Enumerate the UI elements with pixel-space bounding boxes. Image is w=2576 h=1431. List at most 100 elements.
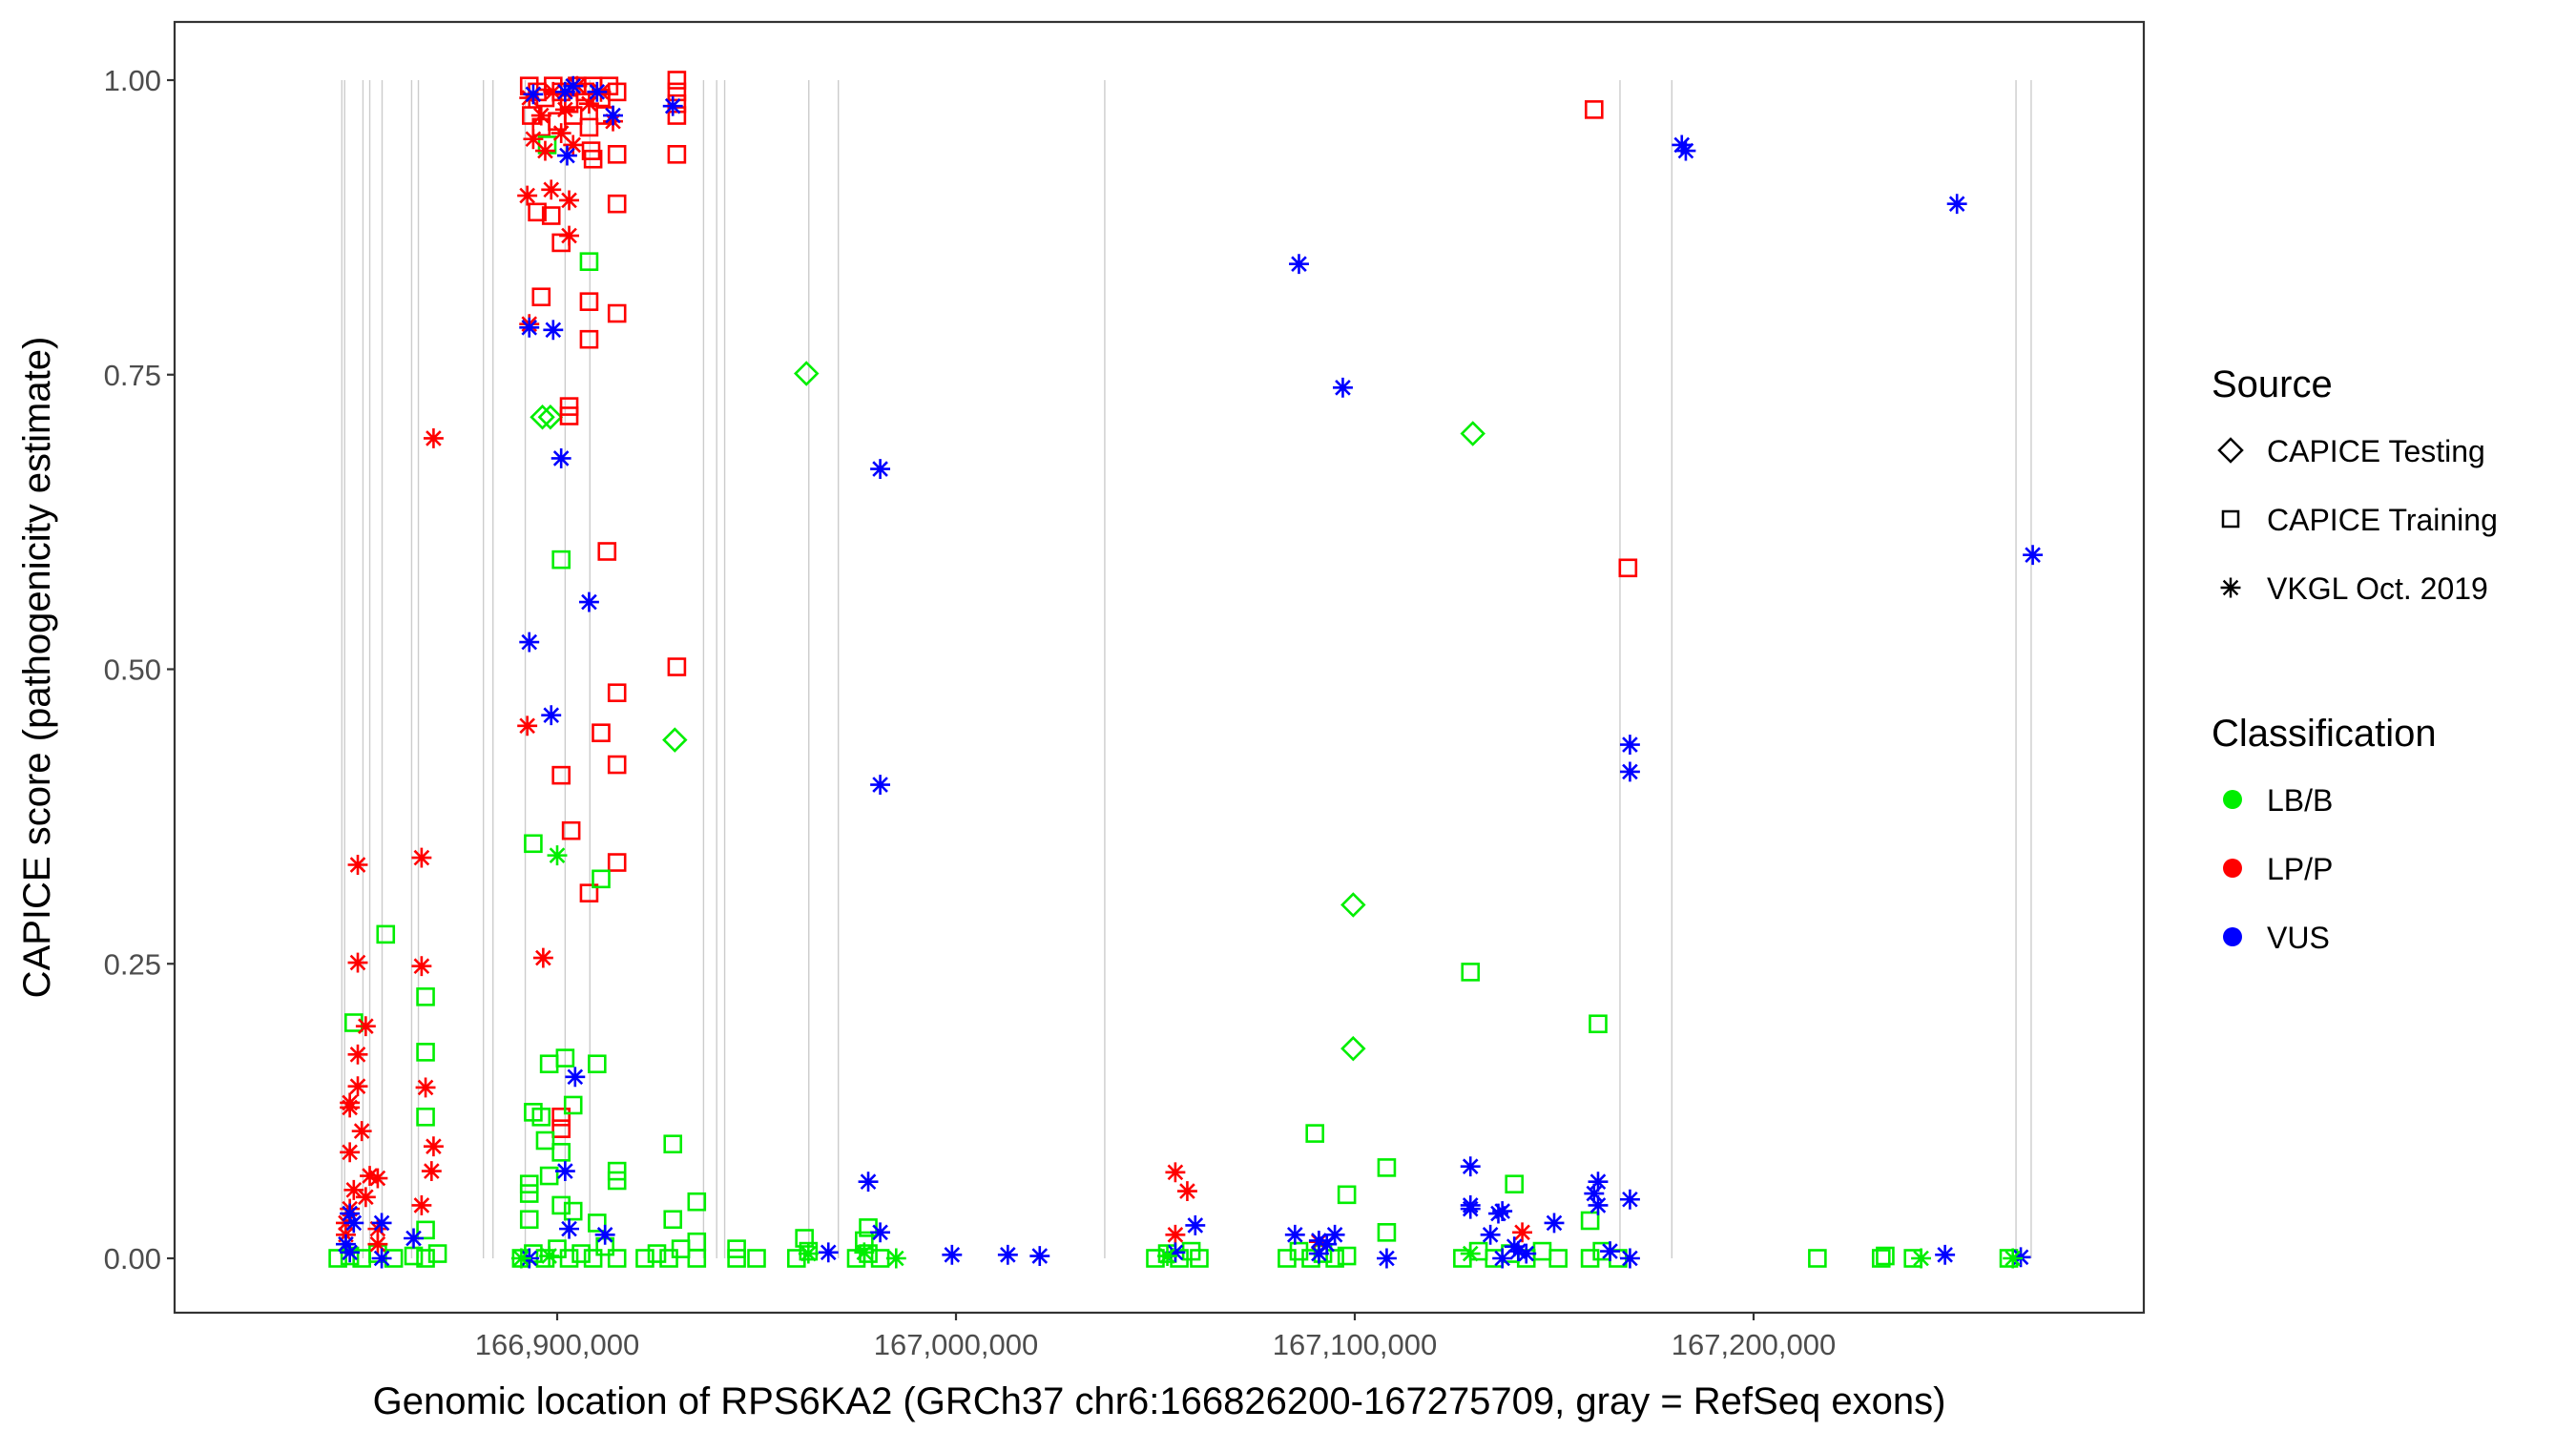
point-asterisk-lpp [554,99,575,120]
point-square-lpp [579,117,599,137]
point-square-lpp [667,93,687,114]
point-square-lbb [592,869,611,889]
point-square-lpp [607,194,627,214]
point-square-lbb [328,1249,347,1268]
legend-title-classification: Classification [2212,713,2437,755]
point-asterisk-lbb [1911,1248,1932,1269]
vus-dot-icon [2223,927,2242,946]
point-square-lpp [583,149,603,169]
point-asterisk-vus [1308,1231,1329,1251]
point-square-lbb [571,1244,591,1263]
point-asterisk-lpp [367,1168,388,1189]
point-asterisk-lbb [2003,1248,2024,1269]
point-asterisk-vus [578,591,599,612]
point-asterisk-vus [1619,1248,1640,1269]
point-square-lbb [1871,1249,1891,1268]
point-asterisk-vus [340,1242,361,1263]
point-square-lpp [667,82,687,102]
point-square-lbb [1589,1014,1608,1034]
point-asterisk-lpp [351,1121,372,1142]
point-square-lbb [551,1143,571,1162]
point-square-lbb [1580,1211,1600,1231]
point-square-lpp [607,853,627,872]
point-square-lpp [592,723,611,742]
point-square-lpp [531,287,551,307]
point-asterisk-vus [404,1228,424,1249]
point-asterisk-vus [554,1161,575,1182]
point-square-lpp [541,206,561,225]
point-square-lpp [579,883,599,902]
lbb-dot-icon [2223,790,2242,809]
point-square-lpp [1618,558,1638,578]
point-diamond-lbb [662,727,688,753]
point-square-lbb [1325,1249,1344,1268]
point-asterisk-vus [1935,1244,1956,1265]
point-asterisk-lpp [343,1179,364,1200]
legend-item-capice-testing: CAPICE Testing [2217,434,2485,468]
point-asterisk-lpp [347,952,368,973]
point-square-lbb [519,1174,539,1193]
point-asterisk-vus [563,75,584,96]
point-asterisk-vus [594,1224,615,1245]
point-asterisk-vus [1284,1224,1305,1245]
point-diamond-lbb [1340,1035,1366,1062]
point-square-lbb [555,1048,575,1068]
point-asterisk-vus [1029,1246,1050,1266]
point-square-lbb [563,1201,583,1221]
point-square-lpp [528,202,547,222]
point-square-lpp [667,71,687,90]
point-asterisk-vus [343,1213,364,1234]
y-axis-title: CAPICE score (pathogenicity estimate) [16,337,58,999]
point-square-lbb [1808,1249,1827,1268]
point-asterisk-vus [1672,135,1693,156]
point-asterisk-lpp [543,81,564,102]
point-asterisk-vus [1584,1183,1605,1204]
point-square-lbb [519,1210,539,1230]
point-asterisk-lpp [421,1161,442,1182]
point-square-lbb [1337,1246,1357,1266]
point-asterisk-lbb [885,1248,906,1269]
point-asterisk-vus [1946,194,1967,215]
point-asterisk-lpp [563,135,584,156]
point-diamond-lbb [794,361,820,386]
point-asterisk-vus [1516,1243,1537,1264]
point-square-lbb [795,1229,814,1248]
point-square-lbb [1505,1174,1524,1193]
point-asterisk-vus [541,705,562,726]
point-square-lpp [551,1119,571,1138]
point-asterisk-vus [818,1242,839,1263]
point-asterisk-vus [1324,1224,1345,1245]
point-square-lpp [551,1108,571,1127]
lpp-dot-icon [2223,859,2242,878]
y-tick-label: 0.50 [104,653,161,687]
point-square-lbb [416,987,435,1006]
point-asterisk-vus [942,1244,963,1265]
point-asterisk-lbb [1460,1243,1481,1264]
point-asterisk-lpp [559,190,579,211]
point-square-lpp [597,542,617,561]
point-asterisk-lpp [367,1234,388,1255]
point-asterisk-lpp [347,1076,368,1097]
point-square-lbb [747,1249,766,1268]
point-asterisk-vus [557,145,577,166]
series-asterisk [336,75,2044,1269]
point-asterisk-lpp [415,1077,436,1098]
point-square-lpp [561,820,581,840]
point-square-lbb [551,550,571,570]
point-square-lbb [587,1054,607,1074]
point-asterisk-vus [587,81,608,102]
point-asterisk-lpp [340,1142,361,1163]
point-asterisk-lpp [411,956,432,977]
point-square-lpp [667,106,687,125]
point-square-lbb [535,1130,555,1151]
point-square-lbb [1305,1124,1324,1143]
point-asterisk-vus [1492,1248,1513,1269]
point-asterisk-lpp [578,93,599,114]
point-asterisk-vus [1507,1241,1528,1262]
point-square-lpp [559,406,579,425]
point-square-lpp [551,765,571,785]
point-asterisk-lpp [551,123,571,144]
point-square-lbb [551,1195,571,1215]
